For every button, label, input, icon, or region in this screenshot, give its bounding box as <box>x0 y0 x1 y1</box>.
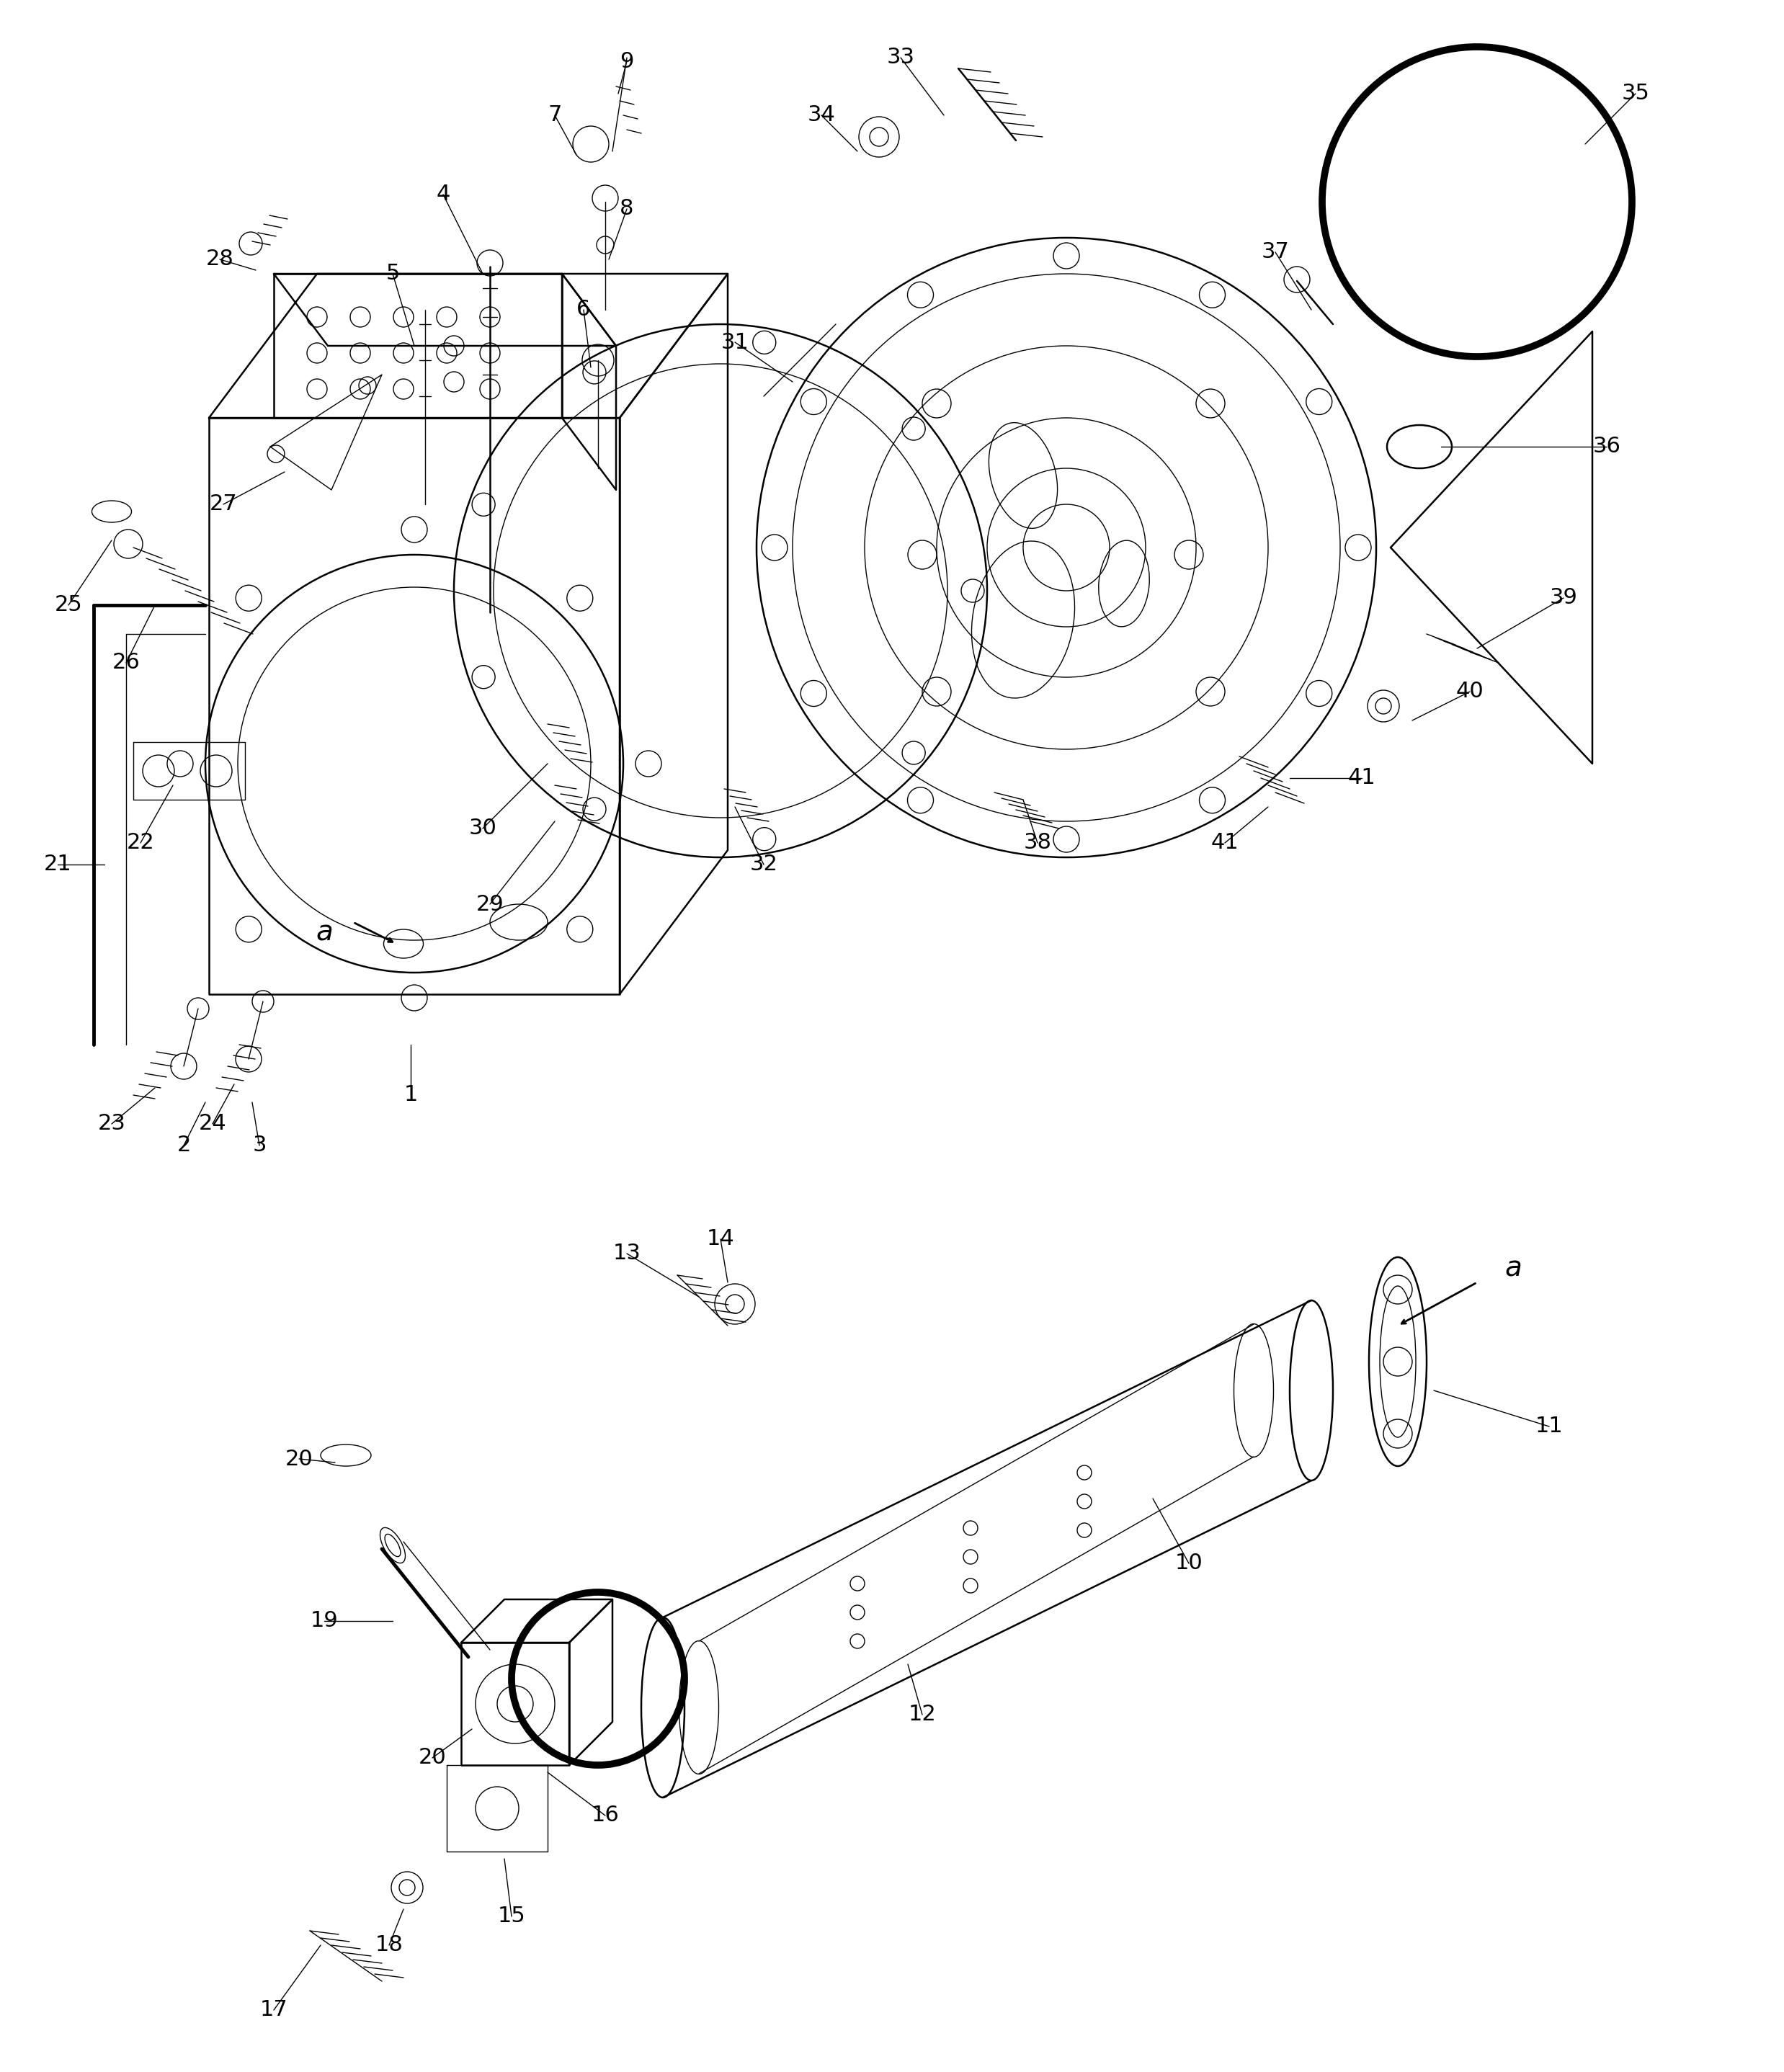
Text: 22: 22 <box>127 833 155 854</box>
Text: 16: 16 <box>591 1805 619 1825</box>
Text: 23: 23 <box>98 1113 125 1133</box>
Text: 34: 34 <box>808 106 835 126</box>
Text: 17: 17 <box>260 1999 287 2020</box>
Text: 41: 41 <box>1211 833 1238 854</box>
Text: 2: 2 <box>177 1135 191 1156</box>
Text: 30: 30 <box>469 818 496 839</box>
Text: 20: 20 <box>419 1747 446 1767</box>
Text: 1: 1 <box>403 1084 417 1106</box>
Text: 8: 8 <box>619 199 633 220</box>
Text: 5: 5 <box>385 263 400 284</box>
Text: 18: 18 <box>375 1935 403 1956</box>
Text: a: a <box>316 920 334 947</box>
Text: 14: 14 <box>706 1229 735 1249</box>
Text: 19: 19 <box>310 1610 339 1631</box>
Text: 6: 6 <box>576 298 591 321</box>
Text: 21: 21 <box>43 854 71 874</box>
Text: a: a <box>1504 1254 1522 1283</box>
Text: 24: 24 <box>198 1113 227 1133</box>
Text: 28: 28 <box>205 249 234 269</box>
Text: 11: 11 <box>1536 1415 1563 1436</box>
Text: 3: 3 <box>252 1135 266 1156</box>
Text: 32: 32 <box>749 854 778 874</box>
Text: 33: 33 <box>887 48 915 68</box>
Text: 12: 12 <box>908 1703 937 1726</box>
Text: 40: 40 <box>1456 682 1484 702</box>
Text: 38: 38 <box>1024 833 1051 854</box>
Text: 13: 13 <box>614 1243 640 1264</box>
Text: 27: 27 <box>209 493 237 514</box>
Text: 29: 29 <box>476 893 503 914</box>
Text: 20: 20 <box>285 1448 312 1469</box>
Text: 36: 36 <box>1593 437 1620 458</box>
Text: 26: 26 <box>112 653 141 673</box>
Text: 41: 41 <box>1349 767 1375 789</box>
Text: 25: 25 <box>55 595 82 615</box>
Text: 9: 9 <box>619 52 633 73</box>
Text: 7: 7 <box>548 106 562 126</box>
Text: 35: 35 <box>1622 83 1650 104</box>
Text: 10: 10 <box>1176 1552 1202 1575</box>
Text: 37: 37 <box>1261 242 1290 263</box>
Text: 39: 39 <box>1550 588 1577 609</box>
Text: 15: 15 <box>498 1906 526 1927</box>
Text: 31: 31 <box>721 332 749 352</box>
Text: 4: 4 <box>435 184 450 205</box>
